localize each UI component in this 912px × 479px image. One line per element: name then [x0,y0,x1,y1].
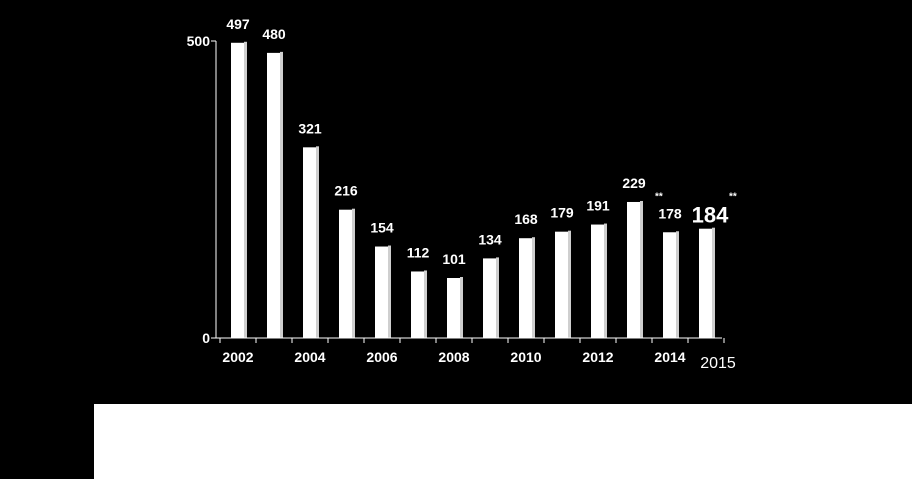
bar-edge-2014 [676,231,679,338]
data-label-2008: 101 [442,251,466,267]
bar-edge-2013 [640,200,643,338]
data-label-2010: 168 [514,211,538,227]
bar-2006 [375,246,389,338]
bar-edge-2008 [460,277,463,338]
data-label-2007: 112 [407,244,430,260]
data-label-2012: 191 [586,198,610,214]
bar-2004 [303,147,317,338]
bar-edge-2011 [568,230,571,338]
bar-2010 [519,238,533,338]
x-tick-label-2004: 2004 [294,349,325,365]
data-label-2005: 216 [334,183,358,199]
bar-edge-2007 [424,270,427,338]
data-label-2013: 229 [622,175,646,191]
bar-edge-2010 [532,237,535,338]
y-tick-label-500: 500 [187,33,211,49]
data-label-2006: 154 [370,220,394,236]
bar-edge-2003 [280,51,283,338]
data-label-2015: 184 [692,203,729,228]
bar-edge-2002 [244,41,247,338]
bar-2009 [483,258,497,338]
bar-2012 [591,224,605,338]
bar-2011 [555,231,569,338]
bars-layer [231,41,715,338]
bar-2002 [231,42,245,338]
bar-2014 [663,232,677,338]
bar-edge-2004 [316,146,319,338]
y-tick-label-0: 0 [202,330,210,346]
bar-2005 [339,209,353,338]
data-labels-layer: 497 480 321 216 154 112 101 134 168 179 191 229 178 1… [226,16,737,267]
data-label-2014: 178 [658,205,682,221]
axes-layer: 0 500 2002 2004 2006 2008 2010 2012 2014 2015 [187,33,736,372]
bar-chart: 497 480 321 216 154 112 101 134 168 179 191 229 178 1… [187,16,737,372]
white-panel [94,404,912,479]
bar-edge-2009 [496,257,499,338]
bar-edge-2006 [388,245,391,338]
x-tick-label-2006: 2006 [366,349,397,365]
data-label-2004: 321 [298,120,322,136]
x-tick-label-2008: 2008 [438,349,469,365]
x-tick-label-2010: 2010 [510,349,541,365]
x-tick-label-2014: 2014 [654,349,685,365]
bar-edge-2012 [604,223,607,338]
data-label-2011: 179 [550,205,574,221]
annotation-2014: ** [655,191,663,202]
data-label-2002: 497 [226,16,250,32]
bar-edge-2015 [712,227,715,338]
bar-edge-2005 [352,208,355,338]
x-tick-label-2015: 2015 [700,355,736,372]
annotation-2015: ** [729,192,737,203]
bar-2003 [267,52,281,338]
bar-2013 [627,201,641,338]
data-label-2009: 134 [478,231,502,247]
bar-2007 [411,271,425,338]
bar-2015 [699,228,713,338]
data-label-2003: 480 [262,26,286,42]
x-tick-label-2002: 2002 [222,349,253,365]
bar-2008 [447,278,461,338]
x-tick-label-2012: 2012 [582,349,613,365]
